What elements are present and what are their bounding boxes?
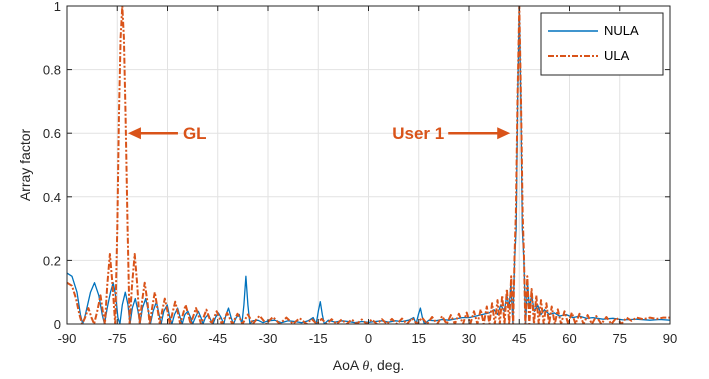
y-tick-label: 1 bbox=[54, 0, 61, 14]
y-tick-label: 0.4 bbox=[43, 190, 61, 205]
x-tick-label: -15 bbox=[309, 331, 328, 346]
y-tick-label: 0 bbox=[54, 317, 61, 332]
x-tick-label: 90 bbox=[663, 331, 677, 346]
x-axis-label: AoA θ, deg. bbox=[333, 357, 405, 374]
annotation-arrow-head bbox=[497, 127, 511, 140]
x-tick-label: -90 bbox=[58, 331, 77, 346]
annotation-gl: GL bbox=[183, 124, 207, 143]
y-axis-label: Array factor bbox=[17, 128, 33, 201]
legend-label-nula: NULA bbox=[604, 23, 639, 38]
y-tick-label: 0.6 bbox=[43, 126, 61, 141]
x-tick-label: -45 bbox=[208, 331, 227, 346]
tick-labels: -90 -75 -60 -45 -30 -15 0 15 30 45 60 75 90 0 0.2 0.4 0.… bbox=[43, 0, 677, 346]
legend-box bbox=[540, 12, 664, 76]
x-tick-label: 30 bbox=[462, 331, 476, 346]
x-tick-label: -30 bbox=[259, 331, 278, 346]
x-tick-label: -75 bbox=[108, 331, 127, 346]
series-line-ula bbox=[67, 6, 670, 324]
x-tick-label: 60 bbox=[562, 331, 576, 346]
legend: NULA ULA bbox=[540, 12, 664, 76]
annotations: GL User 1 bbox=[127, 124, 511, 143]
x-tick-label: 15 bbox=[412, 331, 426, 346]
y-tick-label: 0.8 bbox=[43, 63, 61, 78]
grid bbox=[67, 6, 670, 324]
y-tick-label: 0.2 bbox=[43, 253, 61, 268]
series-layer bbox=[67, 6, 670, 324]
ticks bbox=[66, 5, 671, 325]
x-tick-label: -60 bbox=[158, 331, 177, 346]
x-tick-label: 45 bbox=[512, 331, 526, 346]
legend-label-ula: ULA bbox=[604, 48, 630, 63]
annotation-user-1: User 1 bbox=[392, 124, 444, 143]
x-tick-label: 0 bbox=[365, 331, 372, 346]
annotation-arrow-head bbox=[127, 127, 141, 140]
x-tick-label: 75 bbox=[613, 331, 627, 346]
